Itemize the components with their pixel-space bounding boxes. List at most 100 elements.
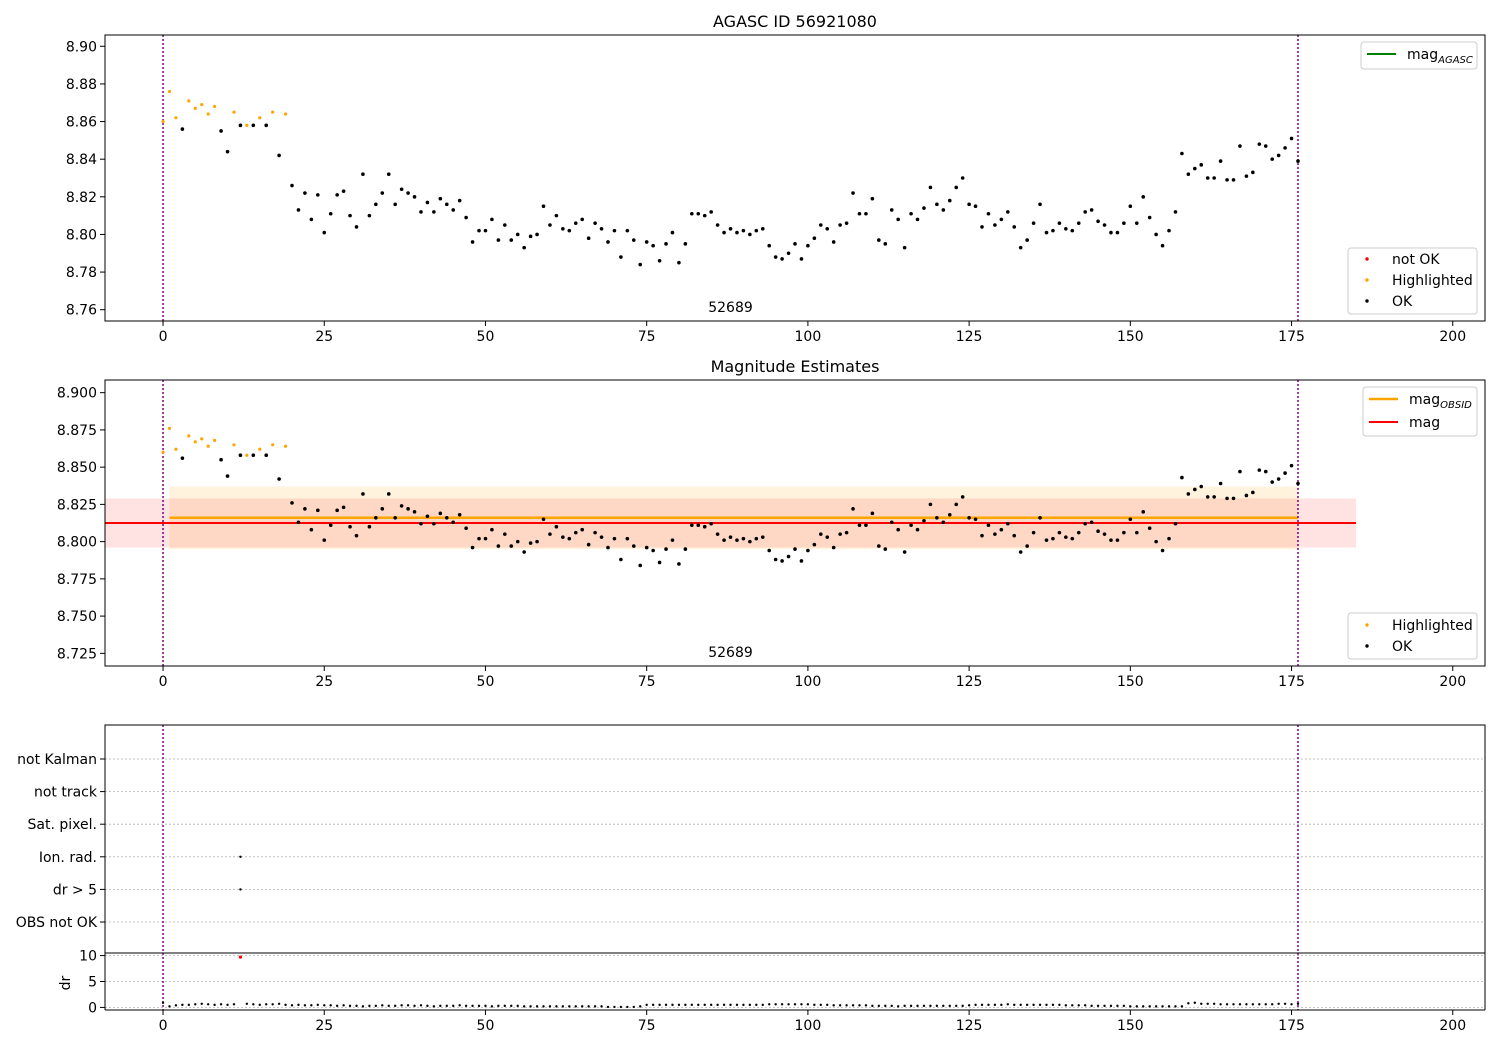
dr-point — [729, 1003, 732, 1007]
agasc-ok-point — [238, 123, 243, 128]
dr-point — [1238, 1003, 1242, 1006]
dr-ytick-label: 5 — [88, 975, 97, 991]
estimates-ok-point — [425, 514, 430, 519]
agasc-ok-point — [1044, 230, 1049, 235]
estimates-highlighted-point — [258, 447, 262, 451]
estimates-highlighted-point — [161, 450, 165, 454]
estimates-highlighted-point — [245, 453, 249, 457]
estimates-ok-point — [573, 530, 578, 535]
agasc-ok-point — [593, 221, 597, 225]
estimates-ok-point — [309, 527, 314, 532]
dr-point — [316, 1003, 320, 1007]
agasc-ytick-label: 8.78 — [66, 265, 97, 281]
estimates-ok-point — [696, 523, 701, 528]
estimates-legend-bottom: Highlighted OK — [1347, 612, 1478, 660]
estimates-highlighted-point — [167, 426, 172, 431]
dr-point — [574, 1005, 577, 1008]
legend-marker-ok — [1365, 644, 1369, 648]
agasc-ok-point — [464, 215, 468, 220]
dr-point — [909, 1004, 913, 1008]
estimates-ok-point — [793, 547, 797, 551]
estimates-ok-point — [328, 523, 333, 528]
dr-point — [1006, 1003, 1010, 1006]
estimates-ok-point — [503, 532, 507, 536]
agasc-ok-point — [857, 211, 862, 216]
dr-point — [219, 1003, 223, 1006]
legend-marker-highlighted — [1365, 623, 1369, 627]
estimates-ok-point — [483, 536, 488, 541]
legend-label-ok: OK — [1392, 294, 1413, 310]
dr-point — [1167, 1005, 1171, 1008]
agasc-ok-point — [1083, 210, 1087, 214]
agasc-ok-point — [670, 230, 675, 235]
estimates-ok-point — [619, 557, 623, 562]
dr-point — [232, 1003, 236, 1006]
dr-point — [548, 1005, 552, 1008]
dr-point — [1283, 1002, 1287, 1005]
dr-point — [561, 1005, 565, 1008]
agasc-ok-point — [554, 213, 559, 218]
dr-point — [258, 1003, 261, 1007]
dr-point — [277, 1002, 281, 1005]
estimates-ok-point — [967, 515, 971, 520]
dr-point — [1058, 1003, 1061, 1007]
estimates-ok-point — [941, 520, 946, 525]
agasc-ok-point — [793, 242, 797, 246]
flag-category-label: not track — [34, 785, 98, 801]
estimates-ok-point — [593, 530, 597, 535]
estimates-ok-point — [361, 492, 365, 496]
agasc-ok-point — [528, 234, 533, 239]
agasc-ok-point — [838, 223, 842, 227]
estimates-ok-point — [644, 545, 649, 550]
dr-point — [613, 1005, 616, 1009]
dr-point — [1142, 1005, 1145, 1008]
agasc-ytick-label: 8.82 — [66, 190, 97, 206]
agasc-xtick-label: 25 — [315, 329, 333, 345]
agasc-ok-point — [296, 208, 301, 212]
dr-point — [452, 1004, 455, 1008]
dr-point — [187, 1003, 191, 1007]
dr-point — [838, 1004, 842, 1007]
estimates-ytick-label: 8.775 — [57, 572, 97, 588]
agasc-ok-point — [896, 217, 900, 222]
agasc-ok-point — [928, 185, 933, 190]
dr-point — [284, 1003, 287, 1007]
agasc-ok-point — [367, 213, 372, 218]
agasc-legend-bottom: not OK Highlighted OK — [1347, 247, 1478, 315]
estimates-ok-point — [896, 527, 900, 532]
agasc-ok-point — [651, 243, 655, 248]
dr-point — [290, 1004, 294, 1007]
estimates-ok-point — [1199, 484, 1204, 489]
estimates-ok-point — [1115, 538, 1120, 542]
agasc-ytick-label: 8.80 — [66, 227, 97, 243]
dr-point — [1180, 1005, 1184, 1008]
dr-point — [626, 1005, 629, 1009]
dr-point — [1251, 1003, 1255, 1006]
dr-xtick-label: 150 — [1117, 1018, 1144, 1034]
dr-point — [1154, 1005, 1158, 1008]
agasc-ok-point — [341, 189, 346, 193]
estimates-ok-point — [393, 515, 397, 520]
estimates-ok-point — [825, 535, 830, 539]
agasc-ok-point — [664, 242, 668, 246]
estimates-ok-point — [1147, 526, 1152, 531]
estimates-highlighted-point — [206, 444, 210, 448]
dr-point — [1135, 1005, 1138, 1008]
agasc-title: AGASC ID 56921080 — [713, 12, 877, 31]
estimates-ok-point — [432, 521, 436, 526]
agasc-ok-point — [709, 210, 713, 214]
dr-point — [851, 1004, 855, 1007]
estimates-ok-point — [1167, 536, 1171, 541]
dr-xtick-label: 75 — [638, 1018, 656, 1034]
agasc-ok-point — [1070, 228, 1075, 233]
legend-label-mag-agasc: magAGASC — [1407, 47, 1473, 66]
dr-point — [955, 1004, 958, 1008]
dr-point — [1290, 1003, 1293, 1006]
agasc-ok-point — [483, 228, 488, 233]
agasc-ok-point — [567, 228, 572, 233]
agasc-highlighted-point — [167, 89, 172, 94]
dr-point — [709, 1003, 713, 1007]
agasc-ok-point — [644, 240, 649, 244]
agasc-legend-top: magAGASC — [1360, 41, 1478, 70]
estimates-ok-point — [1180, 475, 1184, 480]
